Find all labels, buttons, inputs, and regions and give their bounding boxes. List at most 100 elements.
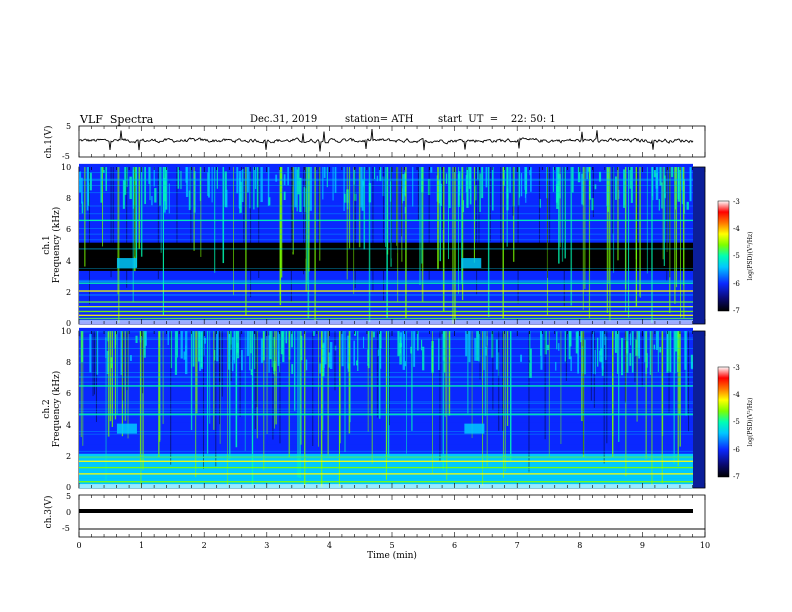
spectrogram-line [79,460,693,463]
spectrogram-noise [649,331,652,375]
spectrogram-noise [322,167,324,200]
spectrogram-gap [563,167,565,308]
spectrogram-streak [363,167,366,250]
spectrogram-noise [89,333,92,373]
spectrogram-gap [190,167,192,250]
spectrogram-line [79,178,693,180]
spectrogram-band [79,258,693,262]
spectrogram-line [79,355,693,357]
spectrogram-streak [385,331,388,480]
spectrogram-noise [465,331,468,357]
spectrogram-streak [411,331,413,431]
spectrogram-streak [502,167,504,319]
spectrogram-noise [598,171,602,182]
spectrogram-line [79,248,693,250]
spectrogram-streak [486,331,488,467]
spectrogram-band [79,270,693,275]
x-tick-label: 1 [139,541,144,550]
spectrogram-noise [668,331,670,371]
spectrogram-noise [520,354,523,362]
spectrogram-noise [250,331,252,354]
spectrogram-line [79,415,693,416]
spectrogram-band [79,280,693,284]
spectrogram-line [79,239,693,241]
spectrogram-noise [129,355,132,361]
spectrogram-streak [358,167,361,248]
spectrogram-line [79,306,693,308]
spectrogram-noise [81,201,84,214]
spectrogram-gap [250,167,252,298]
spectrogram-floor [79,320,693,324]
spectrogram-streak [564,167,566,259]
spectrogram-noise [466,167,469,208]
spectrogram-noise [476,331,479,361]
spectrogram-line [79,431,693,432]
spectrogram-noise [239,181,242,213]
spectrogram-noise [631,331,634,373]
spectrogram-noise [658,199,660,211]
spectrogram-noise [143,331,146,358]
spectrogram-streak [448,167,449,260]
spectrogram-noise [468,331,471,363]
spectrogram-noise [145,331,147,346]
spectrogram-streak [386,167,388,318]
ch2-colorbar-tick: -3 [733,364,740,372]
spectrogram-streak [245,167,247,316]
spectrogram-noise [357,331,359,371]
spectrogram-streak [396,167,399,302]
spectrogram-noise [587,167,589,172]
spectrogram-streak [132,167,134,302]
spectrogram-noise [176,331,178,358]
spectrogram-streak [444,331,446,417]
spectrogram-gap [538,167,540,269]
spectrogram-streak [582,167,584,310]
spectrogram-gap [122,331,124,401]
spectrogram-streak [114,331,117,420]
spectrogram-line [79,372,693,373]
spectrogram-streak [484,331,487,416]
spectrogram-streak [195,331,197,478]
spec1-ytick-label: 0 [66,319,71,328]
spectrogram-noise [250,369,253,375]
spectrogram-noise [556,331,558,350]
spectrogram-streak [344,331,346,453]
spectrogram-gap [549,167,551,245]
ch1-colorbar: -3 -4 -5 -6 -7 log(PSD)(V²/Hz) [717,198,754,315]
spectrogram-gap [354,167,356,289]
ch1-spectrogram-image [79,163,693,325]
spectrogram-streak [559,167,561,248]
x-tick-label: 6 [452,541,457,550]
spectrogram-noise [677,167,680,202]
spectrogram-noise [422,346,425,371]
spectrogram-streak [502,331,504,478]
spectrogram-streak [321,331,324,431]
spectrogram-gap [383,167,385,301]
x-tick-label: 4 [327,541,332,550]
spectrogram-noise [328,352,331,368]
spectrogram-noise [478,331,481,362]
spectrogram-streak [139,331,141,462]
spec2-ytick-label: 10 [61,327,71,336]
spectrogram-gap [590,331,592,401]
spectrogram-streak [473,167,475,263]
spectrogram-noise [360,167,363,208]
ch1-spectrogram-ylabel-line2: Frequency (kHz) [51,207,62,284]
spectrogram-noise [102,167,105,173]
spectrogram-noise [189,167,192,209]
spectrogram-noise [267,167,270,206]
spectrogram-line [79,314,693,317]
spectrogram-noise [674,331,678,352]
spectrogram-streak [421,167,423,264]
spectrogram-streak [385,167,387,247]
spectrogram-noise [657,331,659,372]
spectrogram-noise [483,331,485,371]
spectrogram-gap [479,331,481,380]
spectrogram-noise [412,167,414,207]
spectrogram-noise [120,331,123,375]
spectrogram-noise [445,173,448,184]
start-time-label: start UT = 22: 50: 1 [438,114,556,125]
spectrogram-streak [570,167,573,306]
spectrogram-streak [680,167,681,318]
spectrogram-noise [285,331,288,344]
